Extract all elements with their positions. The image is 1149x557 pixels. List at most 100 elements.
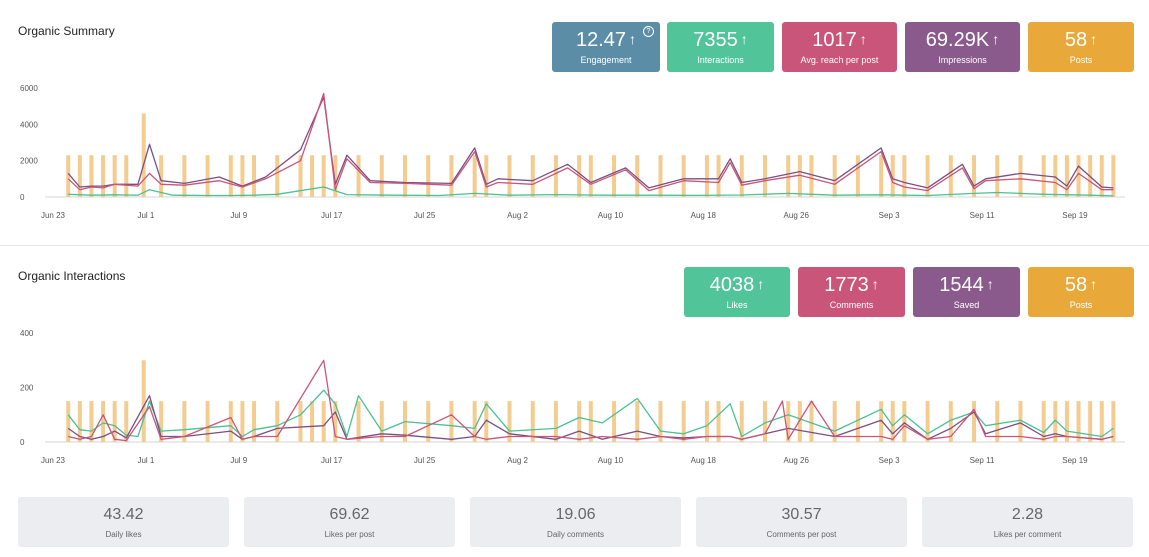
posts-bar bbox=[832, 401, 837, 442]
posts-bar bbox=[484, 155, 489, 197]
posts-bar bbox=[252, 401, 257, 442]
stat-value: 43.42 bbox=[103, 506, 144, 523]
posts-bar bbox=[426, 401, 431, 442]
organic-interactions-chart[interactable]: 0 200 400 Jun 23 Jul 1 Jul 9 Jul 17 Jul 25 Aug 2… bbox=[0, 323, 1149, 468]
posts-bar bbox=[507, 401, 512, 442]
kpi-avg-reach[interactable]: 1017 ↑ Avg. reach per post bbox=[782, 22, 897, 72]
posts-bar bbox=[310, 401, 315, 442]
posts-bar bbox=[797, 401, 802, 442]
y-tick-label: 6000 bbox=[20, 84, 38, 93]
posts-bar bbox=[1018, 401, 1023, 442]
x-tick-label: Sep 11 bbox=[970, 211, 995, 220]
kpi-value: 4038 ↑ bbox=[709, 274, 765, 296]
kpi-value: 1544 ↑ bbox=[939, 274, 994, 296]
posts-bar bbox=[66, 401, 71, 442]
up-arrow-icon: ↑ bbox=[992, 31, 1000, 47]
y-tick-label: 0 bbox=[20, 438, 25, 447]
posts-bar bbox=[972, 401, 977, 442]
posts-bar bbox=[716, 401, 721, 442]
up-arrow-icon: ↑ bbox=[871, 276, 879, 292]
posts-bar bbox=[588, 401, 593, 442]
x-tick-label: Jun 23 bbox=[41, 211, 66, 220]
posts-bar bbox=[612, 155, 617, 197]
posts-bar bbox=[228, 155, 233, 197]
kpi-label: Interactions bbox=[697, 55, 744, 65]
x-tick-label: Sep 19 bbox=[1062, 456, 1088, 465]
posts-bar bbox=[658, 155, 663, 197]
posts-bar bbox=[89, 401, 94, 442]
kpi-value: 58 ↑ bbox=[1064, 274, 1098, 296]
posts-bar bbox=[635, 401, 640, 442]
y-tick-label: 2000 bbox=[20, 157, 38, 166]
posts-bar bbox=[159, 401, 164, 442]
posts-bar bbox=[879, 401, 884, 442]
y-tick-label: 400 bbox=[20, 329, 34, 338]
series-line-likes bbox=[67, 389, 1114, 438]
posts-bar bbox=[948, 401, 953, 442]
kpi-engagement[interactable]: 12.47 ↑ Engagement ? bbox=[552, 22, 660, 72]
posts-bar bbox=[588, 155, 593, 197]
posts-bar bbox=[902, 155, 907, 197]
y-tick-label: 0 bbox=[20, 193, 25, 202]
posts-bar bbox=[972, 155, 977, 197]
kpi-value: 12.47 ↑ bbox=[575, 29, 637, 51]
posts-bar bbox=[1053, 401, 1058, 442]
posts-bar bbox=[124, 401, 129, 442]
x-tick-label: Aug 18 bbox=[691, 456, 717, 465]
kpi-value: 1773 ↑ bbox=[824, 274, 879, 296]
posts-bar bbox=[112, 401, 117, 442]
kpi-likes[interactable]: 4038 ↑ Likes bbox=[684, 267, 790, 317]
up-arrow-icon: ↑ bbox=[859, 31, 867, 47]
stat-label: Daily likes bbox=[105, 530, 142, 539]
posts-bar bbox=[77, 401, 82, 442]
x-tick-label: Jun 23 bbox=[41, 456, 66, 465]
posts-bar bbox=[1041, 401, 1046, 442]
series-line-comments bbox=[68, 359, 1114, 442]
posts-bar bbox=[240, 155, 245, 197]
posts-bar bbox=[205, 155, 210, 197]
kpi-label: Likes bbox=[726, 300, 748, 310]
posts-bar bbox=[1088, 401, 1093, 442]
posts-bar bbox=[159, 155, 164, 197]
posts-bar bbox=[252, 155, 257, 197]
stat-likes-per-comment: 2.28 Likes per comment bbox=[922, 497, 1133, 547]
posts-bar bbox=[449, 401, 454, 442]
up-arrow-icon: ↑ bbox=[986, 276, 994, 292]
kpi-comments[interactable]: 1773 ↑ Comments bbox=[798, 267, 905, 317]
kpi-posts[interactable]: 58 ↑ Posts bbox=[1028, 22, 1134, 72]
posts-bar bbox=[240, 401, 245, 442]
posts-bar bbox=[879, 155, 884, 197]
series-line-saved bbox=[67, 395, 1114, 440]
x-tick-label: Aug 26 bbox=[784, 456, 810, 465]
x-tick-label: Jul 17 bbox=[321, 456, 343, 465]
posts-bar bbox=[681, 155, 686, 197]
kpi-posts-interactions[interactable]: 58 ↑ Posts bbox=[1028, 267, 1134, 317]
posts-bar bbox=[681, 401, 686, 442]
question-circle-icon[interactable]: ? bbox=[643, 26, 654, 37]
kpi-label: Comments bbox=[829, 300, 874, 310]
posts-bar bbox=[890, 155, 895, 197]
kpi-interactions[interactable]: 7355 ↑ Interactions bbox=[667, 22, 774, 72]
posts-bar bbox=[66, 155, 71, 197]
posts-bar bbox=[89, 155, 94, 197]
kpi-saved[interactable]: 1544 ↑ Saved bbox=[913, 267, 1020, 317]
kpi-impressions[interactable]: 69.29K ↑ Impressions bbox=[905, 22, 1020, 72]
posts-bar bbox=[577, 401, 582, 442]
x-tick-label: Jul 9 bbox=[230, 456, 247, 465]
posts-bar bbox=[902, 401, 907, 442]
kpi-value: 1017 ↑ bbox=[812, 29, 867, 51]
posts-bar bbox=[101, 155, 106, 197]
posts-bar bbox=[530, 401, 535, 442]
posts-bar bbox=[298, 401, 303, 442]
stat-label: Daily comments bbox=[547, 530, 604, 539]
kpi-label: Impressions bbox=[938, 55, 987, 65]
y-tick-label: 4000 bbox=[20, 120, 38, 129]
posts-bar bbox=[484, 401, 489, 442]
posts-bar bbox=[786, 401, 791, 442]
posts-bar bbox=[530, 155, 535, 197]
organic-summary-chart[interactable]: 0 2000 4000 6000 Jun 23 Jul 1 Jul 9 Jul 17 Jul 2… bbox=[0, 78, 1149, 223]
x-tick-label: Aug 26 bbox=[784, 211, 810, 220]
posts-bar bbox=[321, 155, 326, 197]
posts-bar bbox=[275, 401, 280, 442]
up-arrow-icon: ↑ bbox=[1090, 31, 1098, 47]
